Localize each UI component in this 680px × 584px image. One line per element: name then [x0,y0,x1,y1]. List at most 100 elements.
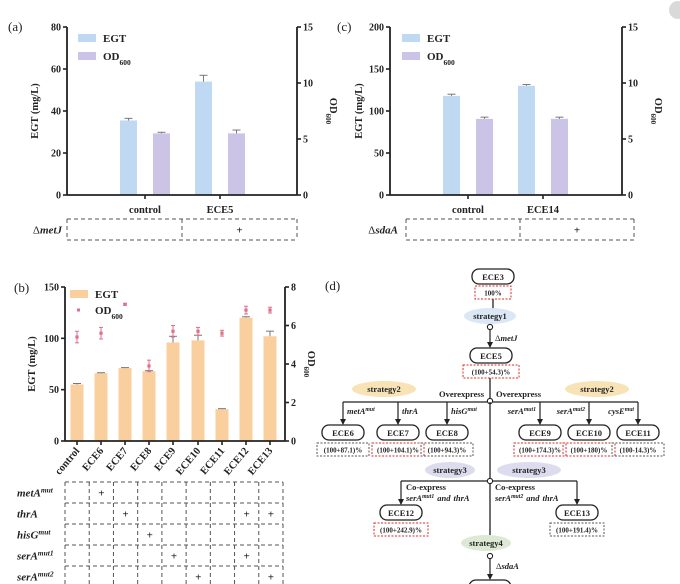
y2-tick-label: 5 [628,135,633,146]
bar [142,371,156,441]
bar [118,368,132,441]
deletion-label: ΔsdaA [496,561,519,571]
text-part: + [244,509,250,521]
bar [239,317,253,441]
category-label: control [53,446,82,478]
table-row-label: serAmut1 [16,548,54,563]
y2-tick-label: 4 [291,360,296,371]
data-point [171,329,175,333]
series-od [153,129,245,195]
y2-tick-label: 15 [303,23,313,34]
text-part: ECE7 [387,428,409,438]
table-mark: + [574,225,580,237]
coexpress-genes: serAmut2 and thrA [494,493,559,503]
strategy-label: strategy2 [580,384,614,394]
yield-box [316,442,370,457]
panel-label: (c) [337,19,351,34]
text-part: mut2 [573,407,585,413]
series-egt [70,316,277,441]
text-part: + [147,530,153,542]
data-point [75,335,79,339]
text-part: ECE3 [482,272,504,282]
strain-node-box [379,504,423,521]
text-part: + [574,225,580,237]
table-mark: + [147,530,153,542]
bar [70,384,84,441]
text-part: ECE9 [529,428,551,438]
text-part: mut [625,407,635,413]
y2-tick-label: 0 [628,191,633,202]
text-part: strategy2 [367,384,401,394]
data-point [268,308,272,312]
strain-node-label: ECE9 [529,428,551,438]
legend: EGT OD600 [78,33,131,67]
text-part: 4 [291,360,296,371]
text-part: (100-14.3)% [620,447,657,455]
data-point [244,308,248,312]
y-axis-label: EGT (mg/L) [30,83,41,139]
y-tick-label: 60 [51,65,61,76]
text-part: OD [305,351,316,367]
text-part: control [129,205,161,216]
category-label: ECE11 [199,446,228,477]
yield-value: (100+94.3)% [428,447,466,455]
text-part: ECE13 [246,446,275,478]
text-part: EGT (mg/L) [30,83,41,139]
text-part: 10 [303,79,313,90]
text-part: 60 [51,65,61,76]
strain-node-box [567,424,611,441]
legend-swatch [402,34,420,42]
text-part: mut [365,407,375,413]
text-part: 100 [44,334,59,345]
text-part: mut [38,527,51,536]
corner-button-icon[interactable] [669,1,680,19]
text-part: (d) [325,278,340,293]
table-mark: + [122,509,128,521]
text-part: ECE6 [332,428,354,438]
text-part: ECE14 [527,205,560,216]
bar [228,133,245,195]
strategy-label: strategy4 [469,538,503,548]
yield-value: (100+54.3)% [472,369,510,377]
text-part: mut2 [511,494,523,500]
strategy-ellipse [352,381,416,397]
series-od [75,302,272,373]
text-part: 600 [302,367,310,378]
strategy-ellipse [461,535,511,551]
text-part: strategy2 [580,384,614,394]
text-part: OD [427,51,444,63]
genotype-table: ΔmetJ + [33,218,298,241]
text-part: metA [17,488,41,500]
text-part: Δ [368,225,375,237]
category-label: ECE10 [174,446,203,478]
text-part: ECE13 [564,508,590,518]
gene-label: cysEmut [608,406,634,416]
text-part: hisG [451,406,468,416]
coexpress-label: Co-express [406,482,447,492]
data-point [196,329,200,333]
junction-icon [486,323,494,331]
bar [263,336,277,441]
category-label: ECE12 [222,446,251,478]
table-mark: + [171,551,177,563]
y2-tick-label: 6 [291,321,296,332]
text-part: 50 [374,149,384,160]
table-mark: + [268,509,274,521]
table-mark: + [98,488,104,500]
y2-axis-label: OD600 [324,98,338,125]
text-part: serA [494,493,511,503]
text-part: (100+87.1)% [324,447,362,455]
strain-node-label: ECE8 [436,428,458,438]
strain-node-box [555,504,599,521]
strategy-label: strategy3 [433,465,467,475]
text-part: Δ [496,561,502,571]
strategy-ellipse [497,462,561,478]
strain-node-label: ECE5 [480,351,502,361]
category-label: ECE13 [246,446,275,478]
yield-box [420,442,474,457]
text-part: 20 [51,149,61,160]
series-egt [120,74,212,195]
text-part: metJ [40,225,62,237]
text-part: strategy3 [433,465,467,475]
